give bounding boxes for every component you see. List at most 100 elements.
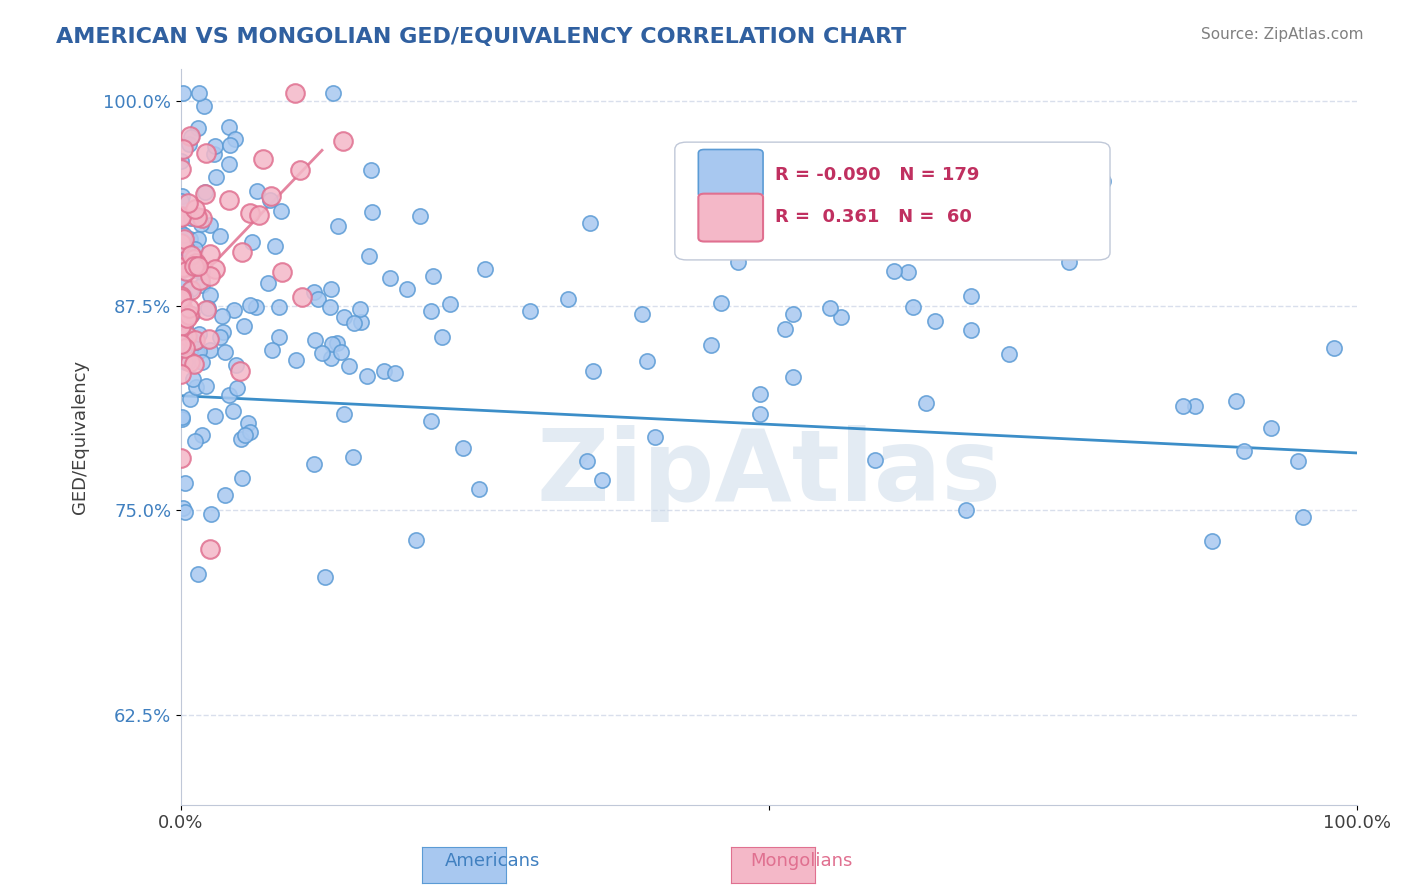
Point [373,364,395,378]
Point [198,332,221,346]
Point [179,355,201,369]
Point [395,282,418,296]
Point [177,301,200,315]
Point [187,232,209,246]
Point [170,230,193,244]
Point [200,541,222,556]
Point [183,262,205,277]
Point [198,288,221,302]
Point [181,372,204,386]
Point [173,254,195,268]
Point [194,302,217,317]
Point [186,256,208,270]
Point [239,425,262,440]
Point [1201,533,1223,548]
Point [187,86,209,100]
Point [218,194,240,208]
Point [636,354,658,368]
Point [202,147,225,161]
Point [240,235,263,249]
Point [179,345,201,359]
Point [172,302,194,317]
Point [170,307,193,321]
Point [170,211,193,225]
Point [208,330,231,344]
Point [170,306,193,320]
Point [998,347,1021,361]
Point [271,265,294,279]
Point [1225,393,1247,408]
Text: AMERICAN VS MONGOLIAN GED/EQUIVALENCY CORRELATION CHART: AMERICAN VS MONGOLIAN GED/EQUIVALENCY CO… [56,27,907,46]
Point [180,211,202,226]
Point [360,163,382,178]
Point [170,367,193,381]
Point [170,279,193,293]
Point [328,219,350,234]
Point [291,290,314,304]
Point [249,208,271,222]
Point [186,259,208,273]
Point [183,252,205,267]
Text: ZipAtlas: ZipAtlas [537,425,1001,522]
Point [198,218,221,232]
Point [644,430,666,444]
Point [311,345,333,359]
Point [333,408,356,422]
Point [170,289,193,303]
Point [432,330,454,344]
Point [1292,509,1315,524]
Point [422,268,444,283]
Point [685,209,707,223]
Point [214,487,236,501]
Point [924,314,946,328]
Point [170,310,193,325]
Point [582,364,605,378]
Point [205,170,228,185]
Point [319,300,342,314]
Point [188,344,211,359]
Point [170,194,193,208]
Point [360,204,382,219]
Point [409,209,432,223]
Point [474,262,496,277]
Point [173,505,195,519]
Point [231,245,253,260]
Point [229,363,252,377]
Point [180,283,202,297]
Point [302,285,325,299]
Point [170,318,193,333]
Y-axis label: GED/Equivalency: GED/Equivalency [72,359,89,514]
Point [257,277,280,291]
Point [179,129,201,144]
Point [579,216,602,230]
Point [419,414,441,428]
Point [180,248,202,262]
Point [180,307,202,321]
Point [180,334,202,348]
Point [1057,255,1080,269]
Point [218,388,240,402]
Point [748,387,770,401]
Point [170,209,193,223]
Point [219,137,242,152]
Point [239,205,262,219]
Point [214,345,236,359]
Point [211,309,233,323]
Point [339,359,361,373]
Point [179,232,201,246]
Point [267,330,290,344]
Point [177,196,200,211]
Point [184,333,207,347]
Point [775,322,797,336]
Point [198,246,221,260]
Point [172,86,194,100]
Point [453,441,475,455]
Point [190,217,212,231]
Point [863,453,886,467]
Point [239,298,262,312]
Point [1078,226,1101,240]
Point [180,129,202,144]
Point [591,473,613,487]
Point [172,261,194,276]
Point [170,293,193,308]
